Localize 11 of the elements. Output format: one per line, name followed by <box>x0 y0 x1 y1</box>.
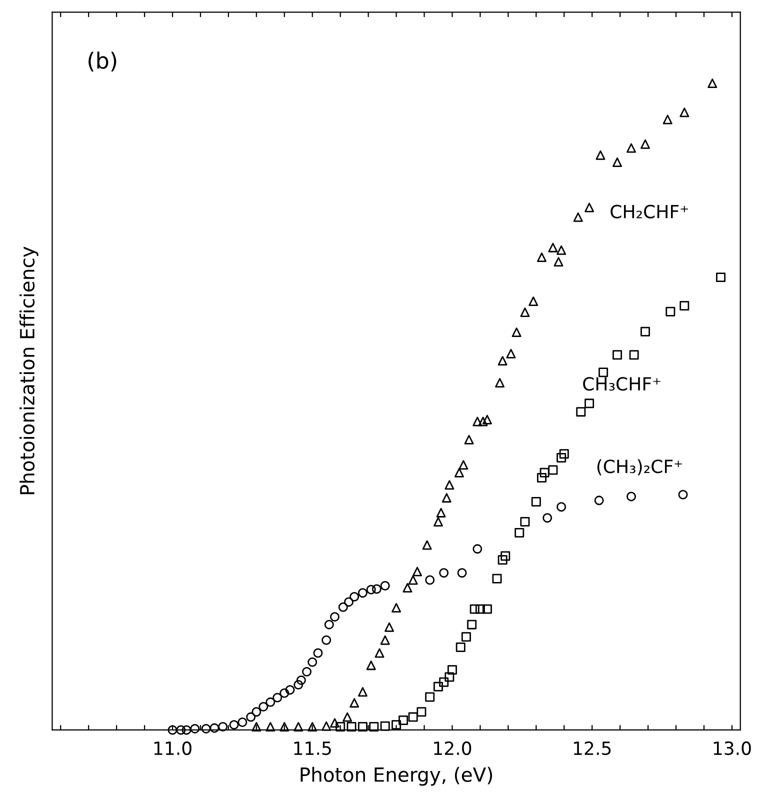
series-label: (CH₃)₂CF⁺ <box>597 459 682 476</box>
x-tick-label: 13.0 <box>714 741 751 756</box>
x-axis-title: Photon Energy, (eV) <box>300 766 492 786</box>
series-label: CH₂CHF⁺ <box>610 204 688 218</box>
series-label: CH₃CHF⁺ <box>583 377 660 391</box>
x-tick-label: 11.5 <box>294 742 331 756</box>
x-tick-label: 12.5 <box>574 741 611 756</box>
text: (b) <box>88 52 116 72</box>
x-tick-label: 12.0 <box>434 741 472 756</box>
y-axis-title: Photoionization Efficiency <box>20 246 38 494</box>
x-tick-label: 11.0 <box>154 741 192 756</box>
